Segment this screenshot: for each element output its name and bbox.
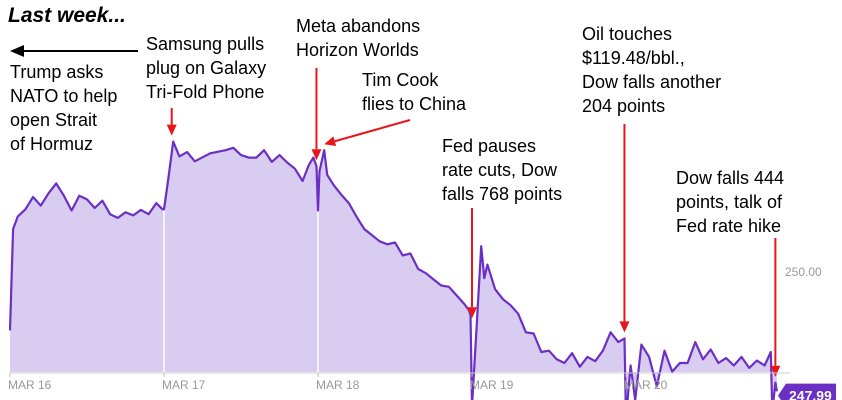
annotation-arrowhead [166, 124, 177, 136]
note-cook: Tim Cook flies to China [362, 70, 467, 114]
note-samsung: Samsung pulls plug on Galaxy Tri-Fold Ph… [146, 34, 267, 102]
annotation-arrowhead [324, 136, 337, 147]
current-value-label: 247.99 [789, 388, 832, 400]
x-tick-label: MAR 20 [624, 378, 668, 392]
current-value-badge [778, 383, 836, 400]
y-reference-label: 250.00 [785, 265, 822, 279]
price-area [10, 141, 777, 400]
chart-title: Last week... [8, 4, 126, 27]
annotation-arrowhead [311, 149, 322, 161]
note-fed: Fed pauses rate cuts, Dow falls 768 poin… [442, 136, 563, 204]
annotation-arrowhead [467, 307, 477, 319]
annotation-arrowhead [770, 365, 781, 377]
x-tick-label: MAR 17 [162, 378, 206, 392]
note-dow444: Dow falls 444 points, talk of Fed rate h… [676, 168, 785, 236]
annotation-arrowhead [619, 321, 630, 333]
x-tick-label: MAR 19 [470, 378, 514, 392]
note-trump: Trump asks NATO to help open Strait of H… [10, 62, 118, 154]
price-line [8, 140, 778, 400]
note-meta: Meta abandons Horizon Worlds [296, 16, 421, 60]
annotation-arrow [334, 119, 411, 143]
note-oil: Oil touches $119.48/bbl., Dow falls anot… [582, 24, 722, 116]
x-tick-label: MAR 18 [316, 378, 360, 392]
x-tick-label: MAR 16 [8, 378, 52, 392]
left-arrow-icon [10, 45, 138, 57]
